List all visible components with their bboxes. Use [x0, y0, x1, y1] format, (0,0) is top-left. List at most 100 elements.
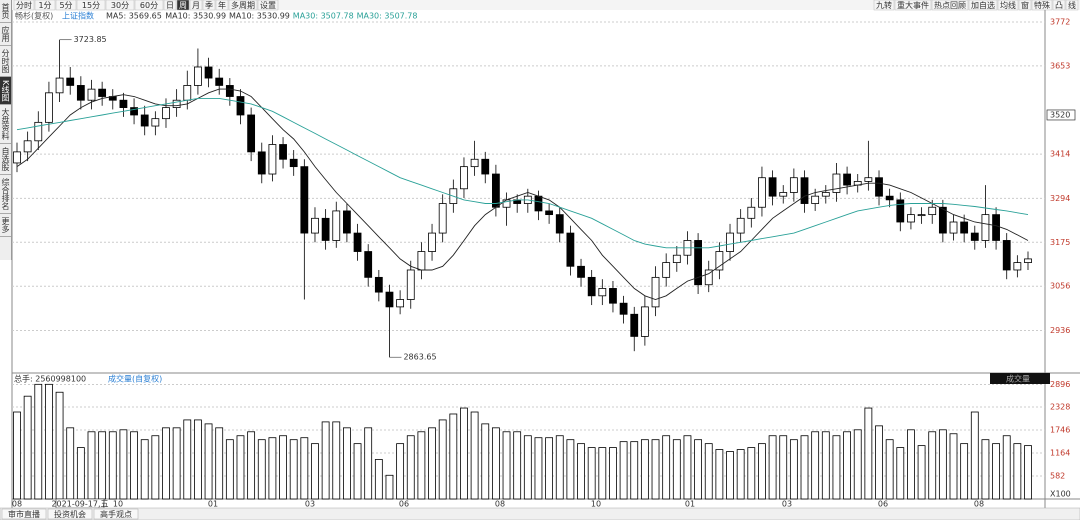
candle-body [1013, 262, 1022, 271]
tool-button[interactable] [1052, 0, 1066, 11]
legend-name: 畅杉(复权) [15, 11, 53, 21]
volume-bar [768, 435, 777, 500]
volume-bar [970, 411, 979, 500]
volume-bar [268, 437, 277, 500]
candle-body [194, 66, 202, 86]
volume-bar [364, 427, 373, 500]
side-tab[interactable]: 大盘资料 [0, 105, 11, 145]
tool-button[interactable] [1018, 0, 1032, 11]
tool-label: 热点回顾 [934, 0, 966, 10]
bottom-tab[interactable] [47, 508, 93, 520]
tool-button[interactable] [968, 0, 998, 11]
candle-body [566, 232, 575, 267]
x-tick-label: 06 [878, 500, 888, 509]
volume-bar [300, 437, 309, 500]
bottom-tab[interactable] [93, 508, 139, 520]
volume-bar [470, 411, 479, 500]
side-tab[interactable]: 自选股 [0, 144, 11, 176]
candle-body [704, 269, 713, 286]
tool-label: 凸 [1055, 1, 1063, 10]
volume-bar [853, 429, 862, 500]
period-button[interactable] [76, 0, 106, 11]
candle-body [938, 206, 947, 234]
volume-bar [779, 435, 788, 500]
candle-body [577, 265, 585, 278]
period-label: 季 [205, 0, 213, 10]
period-button[interactable] [202, 0, 216, 11]
period-label: 月 [192, 1, 200, 10]
candle-body [864, 177, 873, 182]
legend-ma: MA30: 3507.78 [293, 12, 354, 21]
volume-box[interactable] [990, 373, 1050, 384]
side-tab[interactable]: 分时图 [0, 46, 11, 77]
candle-body [119, 99, 128, 108]
tool-button[interactable] [873, 0, 895, 11]
candle-body [843, 173, 851, 186]
bottom-tab[interactable] [1, 508, 47, 520]
volume-bar [630, 441, 639, 500]
volume-bar [885, 439, 894, 500]
side-tab[interactable]: 应用 [0, 23, 11, 46]
period-button[interactable] [105, 0, 135, 11]
volume-bar [619, 441, 628, 500]
side-tab[interactable]: 综合排名 [0, 175, 11, 215]
side-tab[interactable]: 更多 [0, 214, 11, 238]
tool-label: 重大事件 [897, 0, 929, 10]
tool-button[interactable] [1031, 0, 1053, 11]
tool-label: 加自选 [971, 0, 995, 10]
period-button[interactable] [176, 0, 190, 11]
candle-body [23, 140, 32, 153]
candle-body [917, 214, 926, 217]
volume-bar [45, 383, 53, 500]
tool-label: 特殊 [1034, 0, 1050, 10]
volume-bar [428, 427, 436, 500]
candle-body [353, 232, 362, 252]
tool-button[interactable] [1065, 0, 1079, 11]
period-button[interactable] [257, 0, 279, 11]
candle-body [162, 107, 170, 120]
candle-body [662, 262, 671, 278]
candle-body [789, 177, 798, 193]
legend-symbol: 上证指数 [62, 11, 94, 21]
volume-bar [704, 443, 713, 500]
tool-button[interactable] [894, 0, 932, 11]
period-button[interactable] [55, 0, 77, 11]
period-button[interactable] [34, 0, 56, 11]
candle-body [460, 166, 468, 190]
period-button[interactable] [13, 0, 35, 11]
candle-body [172, 99, 181, 108]
volume-bar [534, 437, 543, 500]
side-tab[interactable]: K线图 [0, 77, 11, 106]
volume-bar [917, 445, 926, 500]
period-button[interactable] [163, 0, 177, 11]
bottom-bar [0, 507, 1080, 520]
tool-button[interactable] [931, 0, 969, 11]
candle-body [534, 195, 543, 212]
y-tick-label: 3653 [1050, 61, 1070, 70]
period-button[interactable] [228, 0, 258, 11]
candle-body [151, 118, 160, 127]
side-tab[interactable]: 首页 [0, 0, 11, 23]
candle-body [736, 217, 745, 234]
volume-bar [662, 435, 671, 500]
period-label: 60分 [140, 1, 158, 10]
volume-bar [715, 449, 724, 500]
volume-bar [587, 447, 596, 500]
x-tick-label: 06 [399, 500, 409, 509]
period-label: 30分 [111, 1, 129, 10]
volume-bar [1002, 435, 1011, 500]
candle-body [204, 66, 213, 79]
volume-bar [683, 435, 692, 500]
tool-button[interactable] [997, 0, 1019, 11]
candle-body [545, 210, 554, 216]
y-tick-label: 1746 [1050, 425, 1070, 434]
period-button[interactable] [215, 0, 229, 11]
volume-bar [758, 443, 766, 500]
x-tick-label: 10 [591, 500, 601, 509]
period-button[interactable] [134, 0, 164, 11]
volume-bar [577, 443, 585, 500]
period-button[interactable] [189, 0, 203, 11]
candle-body [992, 214, 1000, 241]
volume-bar [353, 443, 362, 500]
